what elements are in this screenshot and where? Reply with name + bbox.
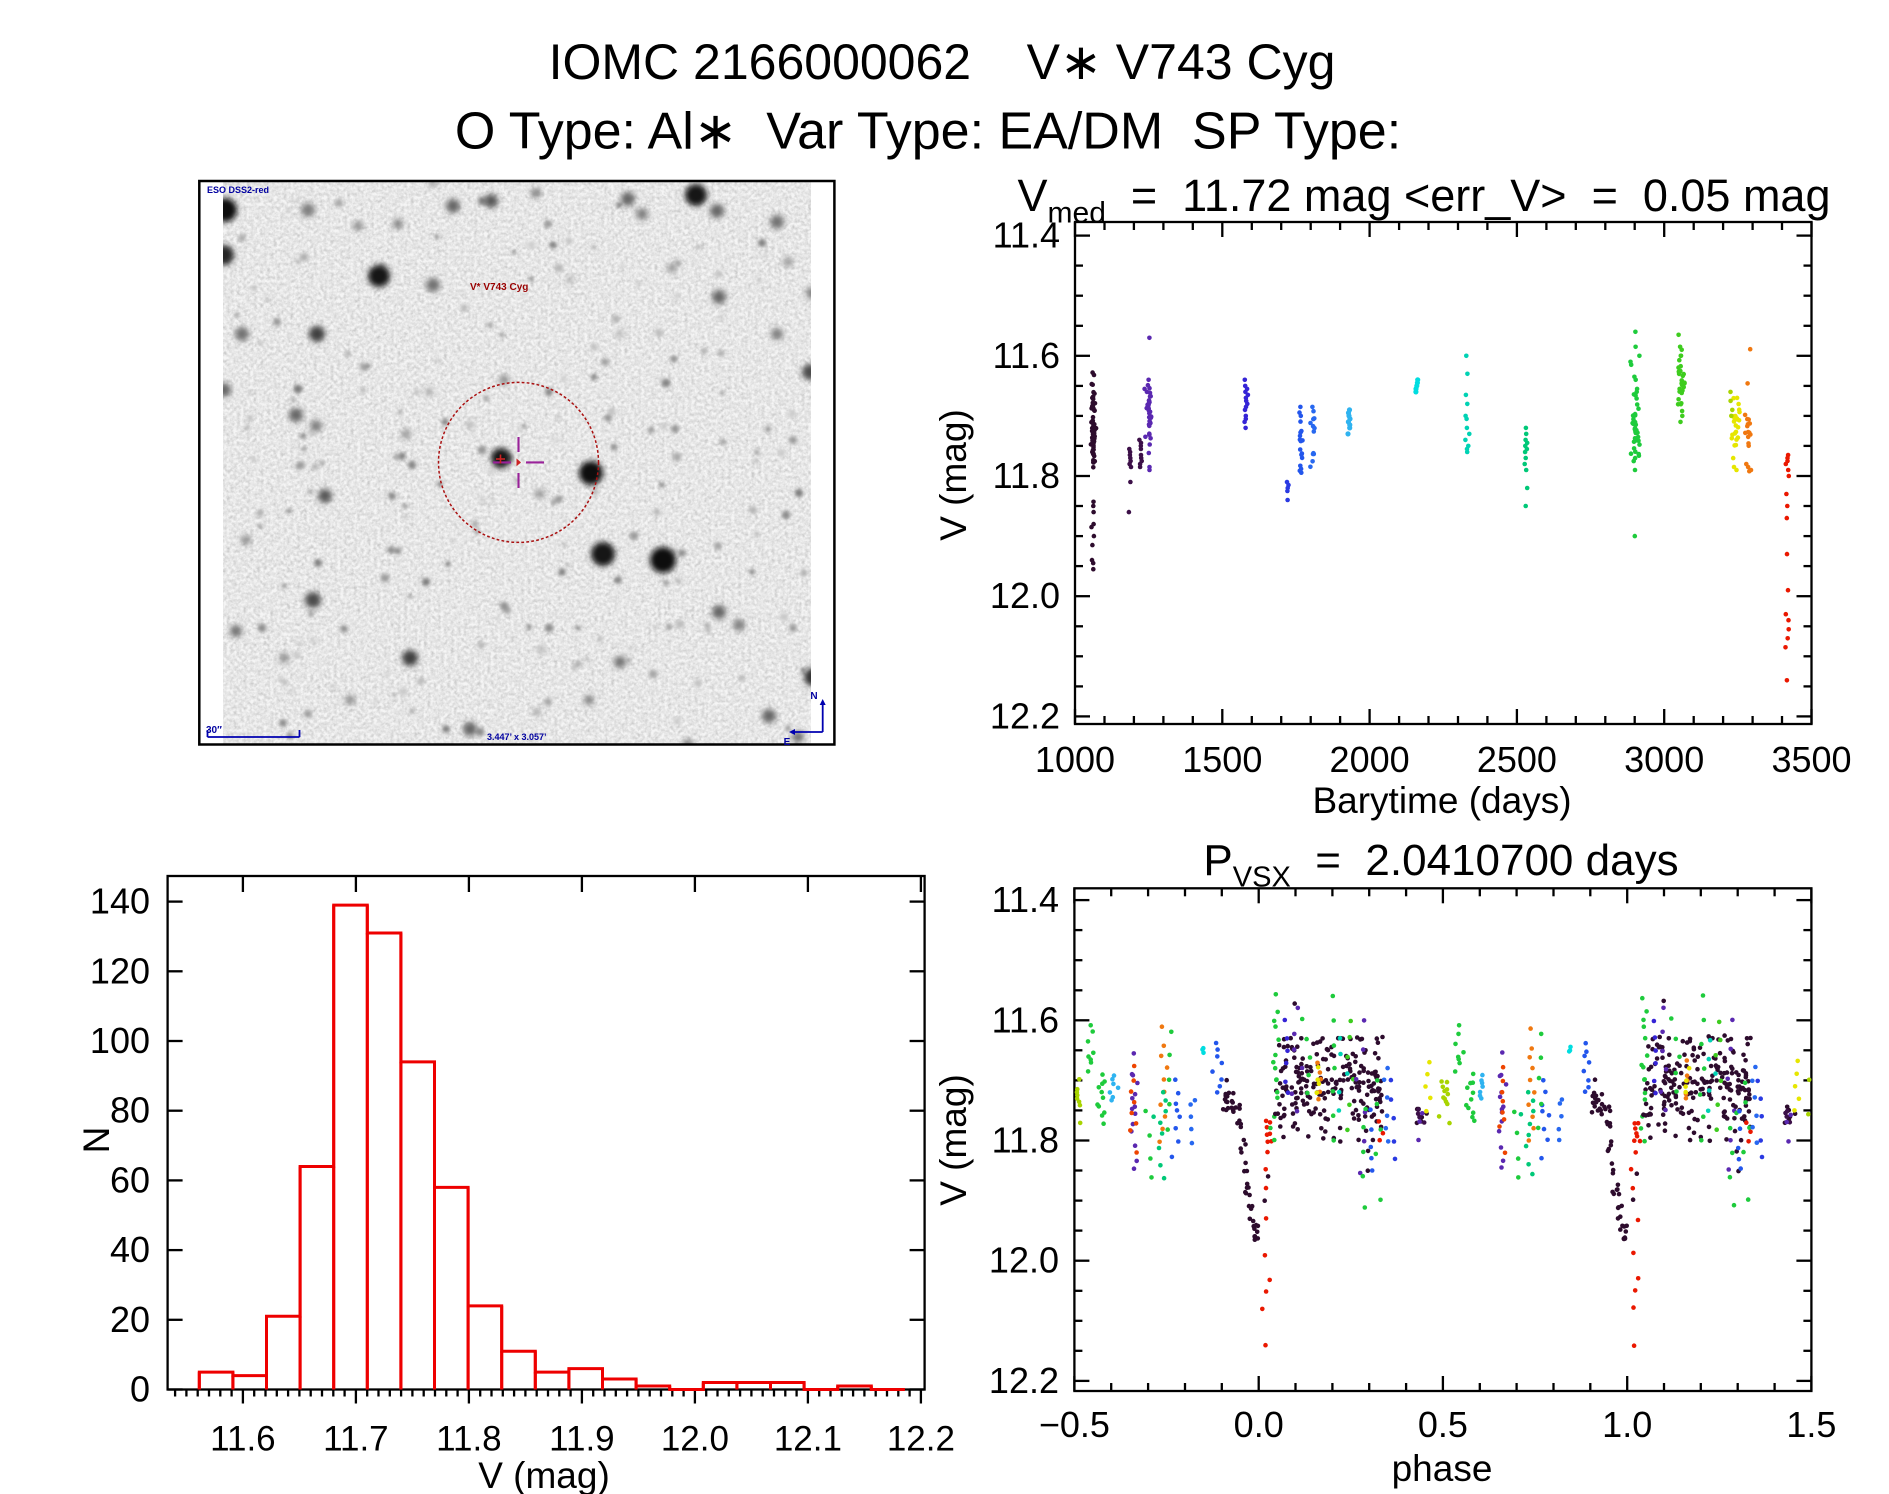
svg-text:12.2: 12.2 — [990, 695, 1060, 736]
svg-text:11.8: 11.8 — [436, 1420, 502, 1459]
svg-text:11.6: 11.6 — [210, 1420, 276, 1459]
svg-text:V (mag): V (mag) — [933, 409, 974, 541]
svg-text:2000: 2000 — [1330, 739, 1410, 780]
svg-text:30″: 30″ — [206, 725, 222, 736]
svg-text:11.7: 11.7 — [323, 1420, 389, 1459]
svg-text:3000: 3000 — [1624, 739, 1704, 780]
svg-text:20: 20 — [110, 1299, 150, 1340]
svg-text:120: 120 — [90, 950, 150, 991]
svg-text:E: E — [784, 737, 791, 748]
svg-text:0: 0 — [130, 1369, 150, 1410]
svg-text:12.2: 12.2 — [989, 1360, 1059, 1401]
svg-text:12.1: 12.1 — [774, 1420, 842, 1459]
svg-text:60: 60 — [110, 1159, 150, 1200]
svg-text:N: N — [810, 691, 817, 702]
svg-text:12.2: 12.2 — [887, 1420, 955, 1459]
svg-text:3.447’ x 3.057’: 3.447’ x 3.057’ — [487, 732, 547, 742]
svg-text:Vmed = 11.72 mag <err_V> =: Vmed = 11.72 mag <err_V> = 0.05 mag — [1018, 170, 1831, 230]
svg-text:1.5: 1.5 — [1786, 1404, 1836, 1445]
svg-text:11.9: 11.9 — [549, 1420, 615, 1459]
svg-text:2500: 2500 — [1477, 739, 1557, 780]
svg-text:−0.5: −0.5 — [1039, 1404, 1110, 1445]
svg-text:PVSX = 2.0410700 days: PVSX = 2.0410700 days — [1203, 836, 1678, 894]
svg-text:V* V743 Cyg: V* V743 Cyg — [470, 282, 528, 293]
svg-text:11.8: 11.8 — [992, 1120, 1059, 1161]
svg-text:100: 100 — [90, 1020, 150, 1061]
svg-text:12.0: 12.0 — [990, 575, 1060, 616]
svg-text:O Type: Al∗ Var Type: EA/DM: O Type: Al∗ Var Type: EA/DM SP Type: — [455, 103, 1401, 161]
svg-text:3500: 3500 — [1771, 739, 1851, 780]
svg-text:1500: 1500 — [1182, 739, 1262, 780]
svg-text:phase: phase — [1392, 1448, 1493, 1489]
svg-text:40: 40 — [110, 1229, 150, 1270]
svg-text:140: 140 — [90, 881, 150, 922]
svg-text:12.0: 12.0 — [989, 1240, 1059, 1281]
svg-text:IOMC 2166000062 V∗ V743 Cyg: IOMC 2166000062 V∗ V743 Cyg — [549, 34, 1336, 90]
svg-text:11.4: 11.4 — [993, 215, 1060, 256]
svg-text:11.6: 11.6 — [992, 999, 1059, 1040]
svg-text:ESO DSS2-red: ESO DSS2-red — [207, 185, 269, 195]
svg-text:0.0: 0.0 — [1234, 1404, 1284, 1445]
svg-text:V (mag): V (mag) — [933, 1074, 974, 1206]
svg-text:V (mag): V (mag) — [478, 1455, 610, 1494]
svg-text:12.0: 12.0 — [661, 1420, 729, 1459]
svg-text:N: N — [76, 1127, 117, 1154]
svg-text:Barytime (days): Barytime (days) — [1312, 780, 1571, 821]
svg-text:1000: 1000 — [1035, 739, 1115, 780]
svg-text:11.8: 11.8 — [993, 455, 1060, 496]
svg-text:1.0: 1.0 — [1602, 1404, 1652, 1445]
svg-text:0.5: 0.5 — [1418, 1404, 1468, 1445]
svg-text:11.6: 11.6 — [993, 335, 1060, 376]
svg-text:80: 80 — [110, 1090, 150, 1131]
svg-text:11.4: 11.4 — [992, 879, 1059, 920]
